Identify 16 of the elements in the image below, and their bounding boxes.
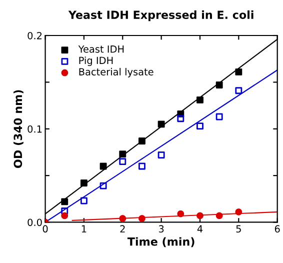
legend-label: Bacterial lysate	[79, 68, 154, 78]
x-tick-label: 0	[42, 225, 48, 233]
x-tick-label: 3	[158, 225, 164, 233]
y-tick-label: 0.1	[28, 125, 42, 133]
y-tick-label: 0.2	[28, 32, 42, 40]
x-tick-label: 5	[236, 225, 241, 233]
x-axis-title: Time (min)	[127, 237, 194, 248]
x-tick-label: 6	[274, 225, 280, 233]
legend-label: Yeast IDH	[78, 46, 124, 53]
x-tick-label: 1	[82, 225, 86, 232]
x-tick-label: 2	[120, 225, 125, 232]
y-tick-label: 0.0	[28, 218, 42, 226]
chart-title: Yeast IDH Expressed in E. coli	[68, 10, 254, 22]
x-tick-label: 4	[197, 225, 203, 232]
legend-label: Pig IDH	[79, 56, 113, 66]
y-axis-title: OD (340 nm)	[14, 90, 24, 168]
